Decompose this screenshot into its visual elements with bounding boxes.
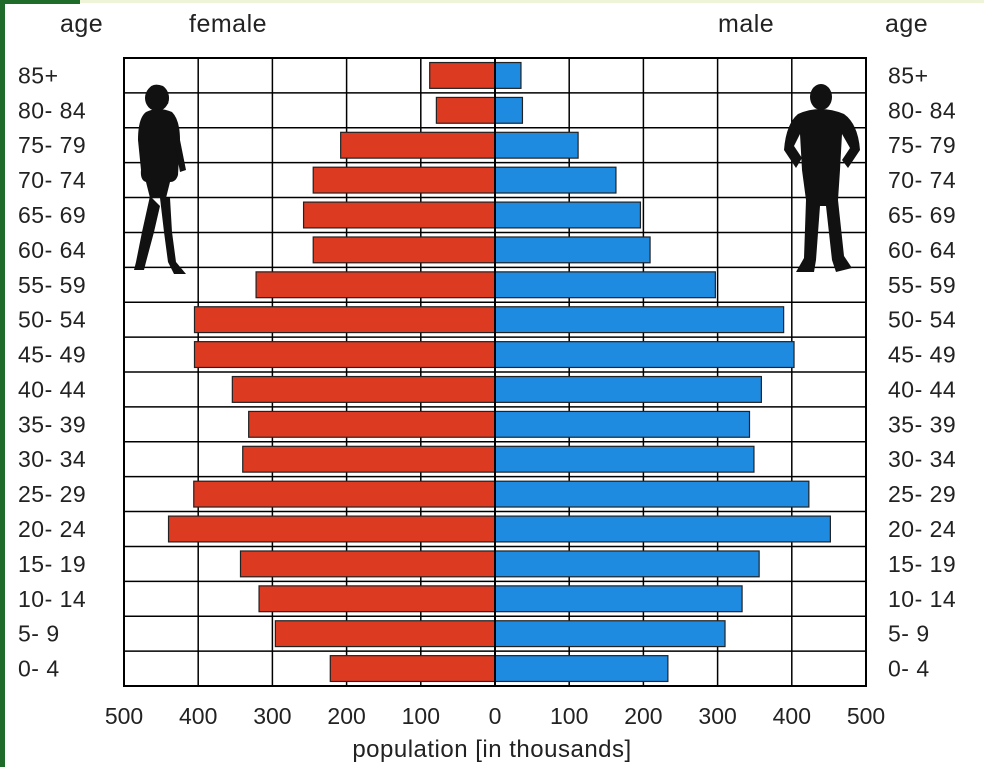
- female-bar: [258, 585, 496, 613]
- age-label: 35- 39: [18, 411, 86, 437]
- male-bar: [494, 515, 831, 543]
- x-tick-label: 400: [773, 703, 811, 729]
- age-labels-left: 0- 4 5- 9 10- 14 15- 19 20- 24 25- 29 30- 34 35…: [18, 62, 86, 681]
- age-label: 70- 74: [18, 167, 86, 193]
- male-bar: [494, 61, 522, 89]
- x-tick-label: 300: [253, 703, 291, 729]
- age-label: 80- 84: [888, 97, 956, 123]
- x-tick-label: 500: [847, 703, 885, 729]
- female-bar: [312, 236, 496, 264]
- female-bar: [231, 375, 496, 403]
- male-bar: [494, 306, 785, 334]
- female-header: female: [189, 10, 268, 38]
- male-bar: [494, 236, 651, 264]
- female-bar: [242, 445, 496, 473]
- x-tick-label: 400: [179, 703, 217, 729]
- age-right-header: age: [885, 10, 929, 38]
- age-label: 25- 29: [18, 481, 86, 507]
- age-label: 50- 54: [888, 307, 956, 333]
- age-left-header: age: [60, 10, 104, 38]
- x-tick-labels: 500 400 300 200 100 0 100 200 300 400 500: [105, 703, 885, 729]
- age-label: 55- 59: [18, 272, 86, 298]
- female-bar: [239, 550, 496, 578]
- age-label: 75- 79: [18, 132, 86, 158]
- chart-frame: [123, 57, 867, 687]
- x-axis-title: population [in thousands]: [352, 736, 632, 763]
- male-bar: [494, 201, 642, 229]
- female-silhouette-icon: [134, 84, 186, 274]
- age-label: 85+: [888, 62, 929, 88]
- male-header: male: [718, 10, 775, 38]
- age-labels-right: 0- 4 5- 9 10- 14 15- 19 20- 24 25- 29 30- 34 35…: [888, 62, 956, 681]
- female-bar: [435, 96, 496, 124]
- female-bar: [167, 515, 496, 543]
- age-label: 45- 49: [18, 342, 86, 368]
- x-tick-label: 500: [105, 703, 143, 729]
- female-bar: [193, 341, 496, 369]
- age-label: 60- 64: [888, 237, 956, 263]
- age-label: 75- 79: [888, 132, 956, 158]
- female-bar: [429, 61, 496, 89]
- age-label: 15- 19: [18, 551, 86, 577]
- female-bar: [312, 166, 496, 194]
- age-label: 45- 49: [888, 342, 956, 368]
- age-label: 70- 74: [888, 167, 956, 193]
- female-bar: [340, 131, 496, 159]
- age-label: 20- 24: [888, 516, 956, 542]
- x-tick-label: 300: [698, 703, 736, 729]
- male-bar: [494, 410, 751, 438]
- age-label: 5- 9: [18, 621, 60, 647]
- male-bar: [494, 550, 760, 578]
- male-silhouette-icon: [784, 84, 860, 272]
- age-label: 65- 69: [888, 202, 956, 228]
- age-label: 40- 44: [888, 376, 956, 402]
- male-bar: [494, 620, 726, 648]
- male-bar: [494, 166, 617, 194]
- age-label: 0- 4: [18, 656, 60, 682]
- age-label: 40- 44: [18, 376, 86, 402]
- age-label: 55- 59: [888, 272, 956, 298]
- age-label: 80- 84: [18, 97, 86, 123]
- age-label: 30- 34: [888, 446, 956, 472]
- male-bar: [494, 341, 795, 369]
- x-tick-label: 200: [624, 703, 662, 729]
- male-bar: [494, 271, 716, 299]
- x-tick-label: 200: [327, 703, 365, 729]
- x-tick-label: 0: [489, 703, 502, 729]
- male-bar: [494, 585, 743, 613]
- male-bars: [494, 61, 831, 683]
- age-label: 35- 39: [888, 411, 956, 437]
- age-label: 60- 64: [18, 237, 86, 263]
- age-label: 30- 34: [18, 446, 86, 472]
- age-label: 15- 19: [888, 551, 956, 577]
- age-label: 10- 14: [18, 586, 86, 612]
- female-bar: [255, 271, 496, 299]
- male-bar: [494, 480, 810, 508]
- female-bar: [193, 480, 496, 508]
- age-label: 5- 9: [888, 621, 930, 647]
- age-label: 85+: [18, 62, 59, 88]
- male-bar: [494, 96, 524, 124]
- x-tick-label: 100: [550, 703, 588, 729]
- age-label: 0- 4: [888, 656, 930, 682]
- female-bar: [329, 655, 496, 683]
- male-bar: [494, 131, 579, 159]
- age-label: 25- 29: [888, 481, 956, 507]
- x-tick-label: 100: [402, 703, 440, 729]
- male-bar: [494, 655, 669, 683]
- age-label: 65- 69: [18, 202, 86, 228]
- male-bar: [494, 375, 762, 403]
- female-bar: [248, 410, 496, 438]
- age-label: 20- 24: [18, 516, 86, 542]
- female-bar: [193, 306, 496, 334]
- age-label: 10- 14: [888, 586, 956, 612]
- age-label: 50- 54: [18, 307, 86, 333]
- male-bar: [494, 445, 755, 473]
- female-bar: [274, 620, 496, 648]
- female-bar: [302, 201, 496, 229]
- female-bars: [167, 61, 496, 683]
